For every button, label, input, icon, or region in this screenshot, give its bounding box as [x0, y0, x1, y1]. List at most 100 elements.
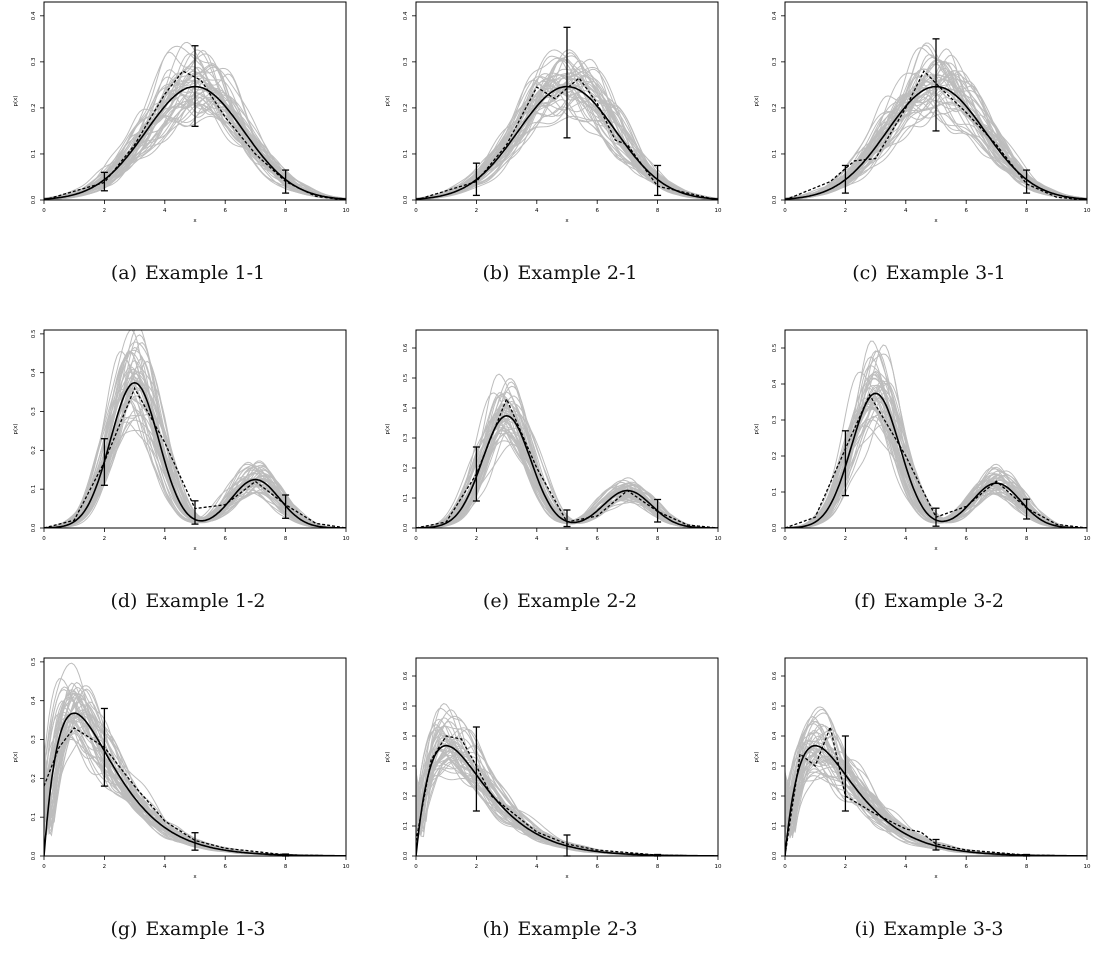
bootstrap-curve — [785, 732, 1087, 856]
panel-caption: (f) Example 3-2 — [745, 590, 1103, 612]
x-tick-label: 8 — [656, 208, 660, 214]
error-bar — [472, 446, 480, 502]
bootstrap-curve — [785, 384, 1087, 528]
x-tick-label: 6 — [964, 864, 968, 870]
y-tick-label: 0.1 — [31, 813, 37, 822]
error-bar — [932, 507, 940, 527]
y-tick-label: 0.0 — [403, 523, 409, 532]
y-tick-label: 0.0 — [403, 851, 409, 860]
x-tick-label: 10 — [343, 208, 350, 214]
plot-frame — [43, 329, 347, 529]
x-tick-label: 2 — [475, 536, 479, 542]
plot-b: 0.0 0.1 0.2 0.3 0.4 p(x) 0 2 4 6 8 10 x — [385, 1, 722, 224]
x-tick-label: 6 — [964, 208, 968, 214]
x-tick-label: 10 — [1084, 208, 1091, 214]
y-tick-label: 0.2 — [403, 464, 409, 473]
panel-d: 0.0 0.1 0.2 0.3 0.4 0.5 p(x) 0 2 4 6 8 10 x (d) Example… — [4, 328, 372, 642]
estimated-curve — [785, 724, 1087, 856]
panel-c: 0.0 0.1 0.2 0.3 0.4 p(x) 0 2 4 6 8 10 x (c) Example 3-… — [745, 0, 1103, 314]
panel-caption: (b) Example 2-1 — [376, 262, 744, 284]
x-tick-label: 4 — [535, 864, 539, 870]
error-bar — [191, 832, 199, 851]
panel-caption-text: Example 3-3 — [883, 918, 1004, 940]
panel-label: (c) — [852, 262, 878, 284]
y-tick-label: 0.2 — [31, 104, 37, 113]
y-tick-label: 0.6 — [772, 671, 778, 680]
error-bar — [841, 164, 849, 194]
error-bar — [282, 494, 290, 519]
y-axis-label: p(x) — [385, 751, 391, 762]
y-tick-label: 0.1 — [772, 822, 778, 831]
panel-caption-text: Example 1-1 — [145, 262, 266, 284]
panel-e: 0.0 0.1 0.2 0.3 0.4 0.5 0.6 p(x) 0 2 4 6 8 10 x (e) Exam… — [376, 328, 744, 642]
bootstrap-curve — [785, 721, 1087, 856]
panel-caption-text: Example 2-3 — [517, 918, 638, 940]
x-tick-label: 0 — [42, 536, 46, 542]
x-axis-label: x — [565, 218, 569, 224]
x-tick-label: 6 — [223, 208, 227, 214]
panel-caption: (i) Example 3-3 — [745, 918, 1103, 940]
y-axis-label: p(x) — [754, 95, 760, 106]
x-tick-label: 0 — [42, 864, 46, 870]
x-tick-label: 6 — [223, 864, 227, 870]
error-bar — [932, 838, 940, 851]
y-tick-label: 0.2 — [403, 792, 409, 801]
x-tick-label: 8 — [1025, 864, 1029, 870]
y-axis-label: p(x) — [754, 751, 760, 762]
error-bar — [472, 162, 480, 197]
y-tick-label: 0.6 — [403, 671, 409, 680]
error-bar — [654, 164, 662, 197]
y-tick-label: 0.1 — [772, 488, 778, 497]
y-axis-label: p(x) — [385, 423, 391, 434]
error-bar — [654, 498, 662, 523]
error-bar — [100, 171, 108, 192]
panel-g: 0.0 0.1 0.2 0.3 0.4 0.5 p(x) 0 2 4 6 8 10 x (g) Example… — [4, 656, 372, 970]
plot-frame — [784, 329, 1088, 529]
x-tick-label: 10 — [715, 864, 722, 870]
panel-caption-text: Example 2-1 — [517, 262, 638, 284]
panel-caption-text: Example 3-1 — [885, 262, 1006, 284]
panel-label: (b) — [482, 262, 510, 284]
x-tick-label: 10 — [1084, 864, 1091, 870]
y-tick-label: 0.2 — [31, 774, 37, 783]
x-tick-label: 10 — [343, 864, 350, 870]
y-tick-label: 0.3 — [772, 57, 778, 66]
bootstrap-curves — [416, 373, 718, 528]
x-tick-label: 10 — [715, 208, 722, 214]
y-tick-label: 0.5 — [772, 343, 778, 352]
y-tick-label: 0.3 — [403, 433, 409, 442]
error-bar — [100, 438, 108, 486]
error-bar — [1023, 169, 1031, 194]
bootstrap-curves — [416, 703, 718, 856]
plot-f: 0.0 0.1 0.2 0.3 0.4 0.5 p(x) 0 2 4 6 8 10 x — [754, 329, 1091, 552]
x-tick-label: 4 — [904, 536, 908, 542]
panel-label: (g) — [110, 918, 138, 940]
error-bar — [191, 500, 199, 525]
y-tick-label: 0.4 — [403, 731, 409, 740]
x-tick-label: 6 — [964, 536, 968, 542]
y-tick-label: 0.3 — [403, 57, 409, 66]
panel-caption-text: Example 3-2 — [883, 590, 1004, 612]
x-axis-label: x — [193, 218, 197, 224]
x-tick-label: 2 — [844, 536, 848, 542]
x-tick-label: 4 — [163, 864, 167, 870]
x-axis-label: x — [193, 874, 197, 880]
x-tick-label: 2 — [103, 864, 107, 870]
y-axis-label: p(x) — [754, 423, 760, 434]
y-axis-label: p(x) — [385, 95, 391, 106]
error-bar — [563, 26, 571, 139]
y-tick-label: 0.3 — [31, 735, 37, 744]
plot-frame — [415, 1, 719, 201]
x-tick-label: 4 — [535, 208, 539, 214]
bootstrap-curves — [44, 662, 346, 856]
y-tick-label: 0.4 — [772, 731, 778, 740]
bootstrap-curve — [785, 720, 1087, 856]
bootstrap-curve — [785, 723, 1087, 856]
plot-frame — [415, 657, 719, 857]
y-tick-label: 0.5 — [772, 701, 778, 710]
x-tick-label: 0 — [783, 536, 787, 542]
plot-frame — [415, 329, 719, 529]
x-tick-label: 4 — [904, 864, 908, 870]
y-tick-label: 0.5 — [403, 701, 409, 710]
panel-label: (f) — [854, 590, 876, 612]
